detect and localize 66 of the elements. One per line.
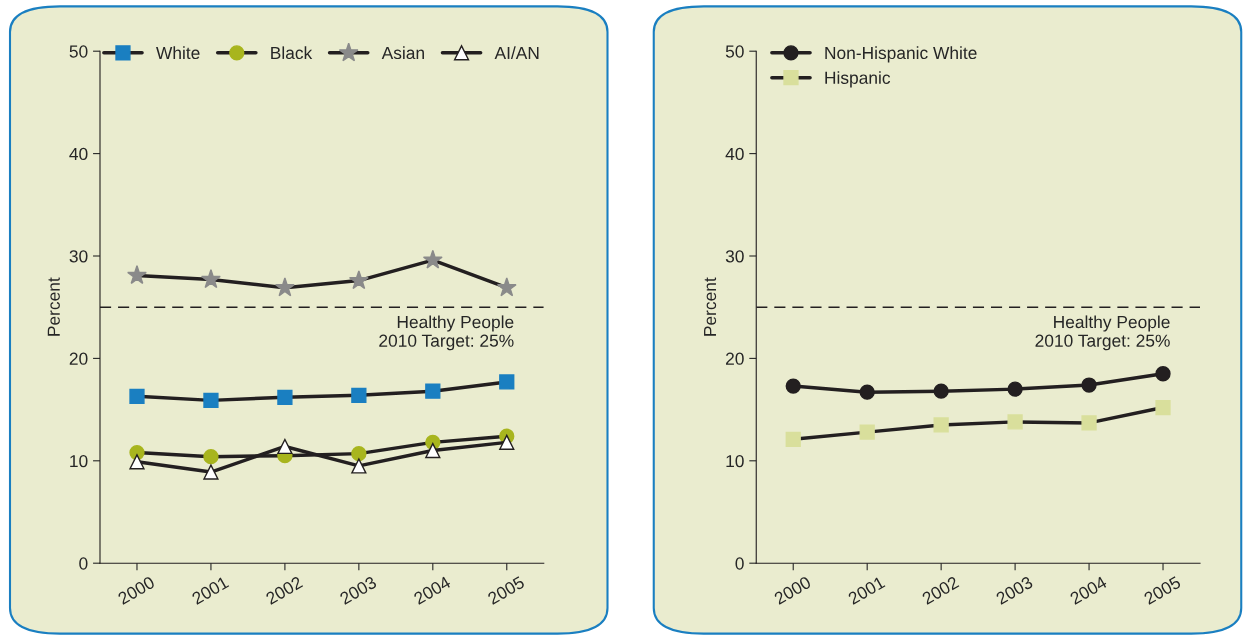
point (129, 388, 145, 404)
point (425, 383, 441, 399)
point (496, 277, 517, 297)
point (200, 269, 221, 289)
point (425, 442, 441, 459)
point (785, 378, 801, 394)
x-tick-label: 2001 (191, 575, 230, 605)
point (351, 387, 367, 403)
x-tick-label: 2000 (773, 575, 812, 605)
y-tick-label: 50 (69, 45, 88, 58)
y-tick-label: 40 (69, 147, 88, 161)
point (1007, 414, 1023, 430)
point (422, 249, 443, 269)
legend-label: Asian (381, 46, 424, 60)
y-axis-title: Percent (47, 277, 60, 336)
legend-label: Hispanic (825, 71, 891, 88)
point (348, 270, 369, 290)
point (127, 265, 147, 285)
ref-line-label: Healthy People 2010 Target: 25% (1035, 315, 1170, 351)
point (785, 431, 801, 447)
x-tick-label: 2002 (921, 575, 960, 605)
x-tick-label: 2005 (486, 575, 526, 605)
point (351, 458, 367, 474)
point (859, 384, 875, 400)
point (933, 383, 949, 399)
legend-label: Black (271, 46, 313, 60)
x-tick-label: 2002 (265, 575, 304, 605)
y-axis-title: Percent (704, 277, 717, 336)
x-tick-label: 2004 (1069, 575, 1108, 605)
y-tick-label: 10 (70, 454, 88, 468)
y-tick-label: 0 (79, 557, 88, 570)
point (203, 449, 219, 465)
point (203, 392, 219, 409)
x-tick-label: 2000 (117, 575, 156, 605)
point (933, 417, 949, 433)
point (1155, 399, 1171, 416)
y-tick-label: 20 (726, 352, 744, 365)
y-tick-label: 20 (69, 352, 88, 365)
point (499, 434, 515, 451)
legend-label: AI/AN (494, 46, 539, 60)
x-tick-label: 2004 (413, 575, 452, 605)
y-tick-label: 50 (725, 45, 744, 58)
y-tick-label: 30 (69, 250, 88, 263)
point (1155, 366, 1171, 382)
x-tick-label: 2005 (1143, 575, 1182, 605)
x-tick-label: 2003 (339, 575, 378, 605)
point (274, 277, 295, 297)
point (499, 374, 515, 390)
x-tick-label: 2001 (847, 575, 886, 605)
y-tick-label: 0 (735, 557, 744, 570)
point (351, 445, 367, 462)
y-tick-label: 30 (725, 250, 744, 263)
point (203, 464, 219, 480)
point (859, 424, 875, 440)
point (1007, 381, 1023, 397)
point (129, 454, 145, 470)
point (1081, 377, 1097, 393)
y-tick-label: 40 (725, 147, 744, 161)
legend-label: Non-Hispanic White (825, 46, 977, 63)
point (277, 389, 293, 405)
point (1081, 415, 1097, 431)
ref-line-label: Healthy People 2010 Target: 25% (379, 315, 514, 351)
point (277, 438, 293, 455)
x-tick-label: 2003 (995, 575, 1034, 605)
y-tick-label: 10 (726, 454, 744, 468)
legend-label: White (156, 46, 200, 60)
